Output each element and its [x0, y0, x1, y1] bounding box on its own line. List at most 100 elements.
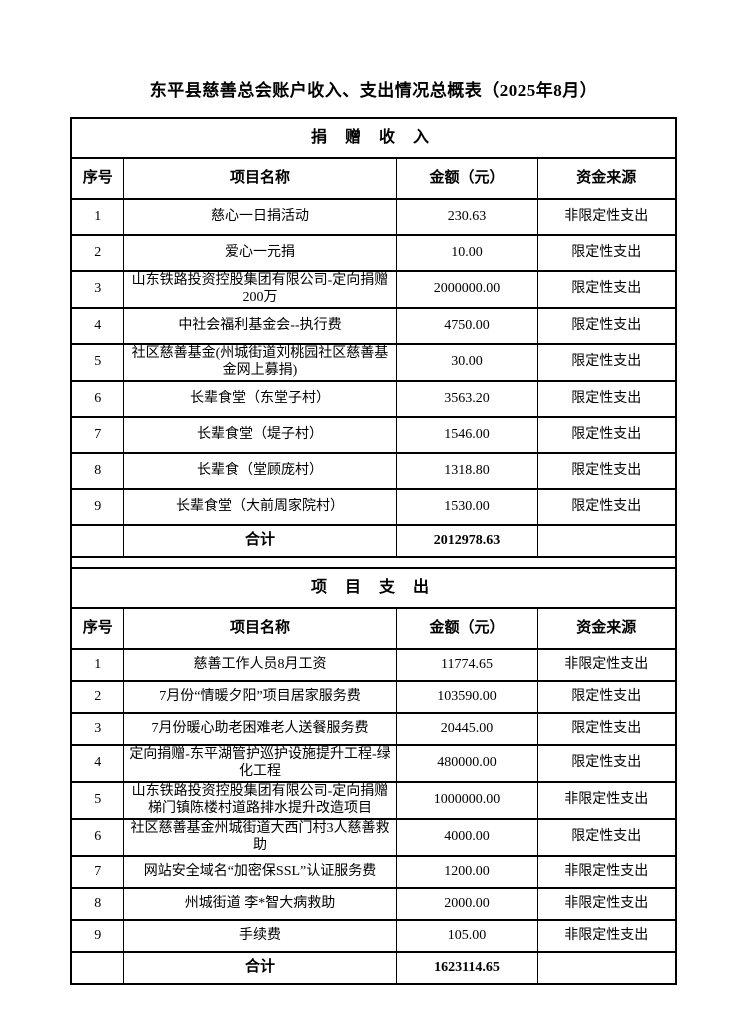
cell-name: 长辈食（堂顾庞村）	[122, 452, 397, 491]
expense-row: 1 慈善工作人员8月工资 11774.65 非限定性支出	[70, 648, 677, 683]
cell-name: 州城街道 李*智大病救助	[122, 887, 397, 922]
expense-total-amount: 1623114.65	[395, 951, 538, 986]
cell-amount: 2000.00	[395, 887, 538, 922]
expense-row: 7 网站安全域名“加密保SSL”认证服务费 1200.00 非限定性支出	[70, 855, 677, 890]
income-section-title: 捐 赠 收 入	[70, 117, 677, 159]
expense-row: 6 社区慈善基金州城街道大西门村3人慈善救助 4000.00 限定性支出	[70, 818, 677, 858]
cell-name: 爱心一元捐	[122, 234, 397, 272]
cell-source: 限定性支出	[536, 818, 677, 858]
cell-source: 非限定性支出	[536, 887, 677, 922]
expense-section-header: 项 目 支 出	[70, 567, 677, 610]
col-header-amount: 金额（元）	[395, 157, 538, 200]
cell-no: 3	[70, 269, 124, 310]
cell-amount: 30.00	[395, 343, 538, 383]
income-row: 9 长辈食堂（大前周家院村） 1530.00 限定性支出	[70, 488, 677, 527]
income-row: 7 长辈食堂（堤子村） 1546.00 限定性支出	[70, 416, 677, 455]
expense-row: 2 7月份“情暖夕阳”项目居家服务费 103590.00 限定性支出	[70, 680, 677, 715]
cell-name: 山东铁路投资控股集团有限公司-定向捐赠梯门镇陈楼村道路排水提升改造项目	[122, 781, 397, 821]
col-header-amount: 金额（元）	[395, 607, 538, 651]
expense-row: 5 山东铁路投资控股集团有限公司-定向捐赠梯门镇陈楼村道路排水提升改造项目 10…	[70, 781, 677, 821]
cell-no: 3	[70, 712, 124, 747]
cell-amount: 480000.00	[395, 744, 538, 784]
cell-no: 8	[70, 887, 124, 922]
cell-amount: 3563.20	[395, 380, 538, 419]
income-row: 3 山东铁路投资控股集团有限公司-定向捐赠200万 2000000.00 限定性…	[70, 269, 677, 310]
cell-no: 2	[70, 680, 124, 715]
cell-amount: 11774.65	[395, 648, 538, 683]
cell-amount: 230.63	[395, 198, 538, 236]
cell-amount: 1000000.00	[395, 781, 538, 821]
cell-name: 山东铁路投资控股集团有限公司-定向捐赠200万	[122, 269, 397, 310]
cell-amount: 4750.00	[395, 307, 538, 346]
summary-table: 捐 赠 收 入 序号 项目名称 金额（元） 资金来源 1 慈心一日捐活动 230…	[70, 117, 677, 986]
cell-no: 1	[70, 648, 124, 683]
cell-no: 7	[70, 855, 124, 890]
total-label: 合计	[122, 524, 397, 559]
cell-amount: 2000000.00	[395, 269, 538, 310]
page-title: 东平县慈善总会账户收入、支出情况总概表（2025年8月）	[149, 81, 598, 100]
col-header-name: 项目名称	[122, 157, 397, 200]
cell-name: 网站安全域名“加密保SSL”认证服务费	[122, 855, 397, 890]
cell-amount: 4000.00	[395, 818, 538, 858]
cell-name: 慈善工作人员8月工资	[122, 648, 397, 683]
cell-name: 定向捐赠-东平湖管护巡护设施提升工程-绿化工程	[122, 744, 397, 784]
cell-amount: 105.00	[395, 919, 538, 954]
cell-amount: 1318.80	[395, 452, 538, 491]
cell-no: 5	[70, 781, 124, 821]
cell-source: 限定性支出	[536, 744, 677, 784]
col-header-source: 资金来源	[536, 157, 677, 200]
cell-no	[70, 524, 124, 559]
cell-no	[70, 951, 124, 986]
cell-no: 2	[70, 234, 124, 272]
col-header-no: 序号	[70, 607, 124, 651]
income-total-amount: 2012978.63	[395, 524, 538, 559]
income-total-row: 合计 2012978.63	[70, 524, 677, 559]
expense-row: 4 定向捐赠-东平湖管护巡护设施提升工程-绿化工程 480000.00 限定性支…	[70, 744, 677, 784]
expense-section-title: 项 目 支 出	[70, 567, 677, 610]
cell-source: 非限定性支出	[536, 648, 677, 683]
income-row: 2 爱心一元捐 10.00 限定性支出	[70, 234, 677, 272]
cell-source: 限定性支出	[536, 343, 677, 383]
cell-name: 社区慈善基金州城街道大西门村3人慈善救助	[122, 818, 397, 858]
cell-source: 非限定性支出	[536, 855, 677, 890]
income-row: 4 中社会福利基金会--执行费 4750.00 限定性支出	[70, 307, 677, 346]
cell-amount: 1530.00	[395, 488, 538, 527]
cell-amount: 20445.00	[395, 712, 538, 747]
col-header-name: 项目名称	[122, 607, 397, 651]
cell-amount: 103590.00	[395, 680, 538, 715]
expense-row: 8 州城街道 李*智大病救助 2000.00 非限定性支出	[70, 887, 677, 922]
cell-source: 限定性支出	[536, 307, 677, 346]
cell-no: 8	[70, 452, 124, 491]
income-section-header: 捐 赠 收 入	[70, 117, 677, 159]
cell-source	[536, 524, 677, 559]
cell-source: 限定性支出	[536, 680, 677, 715]
cell-no: 5	[70, 343, 124, 383]
total-label: 合计	[122, 951, 397, 986]
income-row: 5 社区慈善基金(州城街道刘桃园社区慈善基金网上募捐) 30.00 限定性支出	[70, 343, 677, 383]
cell-no: 1	[70, 198, 124, 236]
cell-source: 限定性支出	[536, 712, 677, 747]
expense-row: 3 7月份暖心助老困难老人送餐服务费 20445.00 限定性支出	[70, 712, 677, 747]
cell-source: 限定性支出	[536, 380, 677, 419]
cell-no: 4	[70, 744, 124, 784]
col-header-no: 序号	[70, 157, 124, 200]
cell-name: 长辈食堂（堤子村）	[122, 416, 397, 455]
cell-amount: 10.00	[395, 234, 538, 272]
section-spacer	[70, 556, 677, 570]
cell-source: 限定性支出	[536, 488, 677, 527]
cell-amount: 1200.00	[395, 855, 538, 890]
income-row: 8 长辈食（堂顾庞村） 1318.80 限定性支出	[70, 452, 677, 491]
cell-source: 非限定性支出	[536, 919, 677, 954]
cell-no: 9	[70, 919, 124, 954]
cell-name: 社区慈善基金(州城街道刘桃园社区慈善基金网上募捐)	[122, 343, 397, 383]
cell-source: 限定性支出	[536, 269, 677, 310]
cell-no: 4	[70, 307, 124, 346]
income-row: 6 长辈食堂（东堂子村） 3563.20 限定性支出	[70, 380, 677, 419]
cell-source: 限定性支出	[536, 452, 677, 491]
cell-no: 9	[70, 488, 124, 527]
cell-no: 7	[70, 416, 124, 455]
cell-name: 7月份“情暖夕阳”项目居家服务费	[122, 680, 397, 715]
cell-name: 7月份暖心助老困难老人送餐服务费	[122, 712, 397, 747]
income-row: 1 慈心一日捐活动 230.63 非限定性支出	[70, 198, 677, 236]
